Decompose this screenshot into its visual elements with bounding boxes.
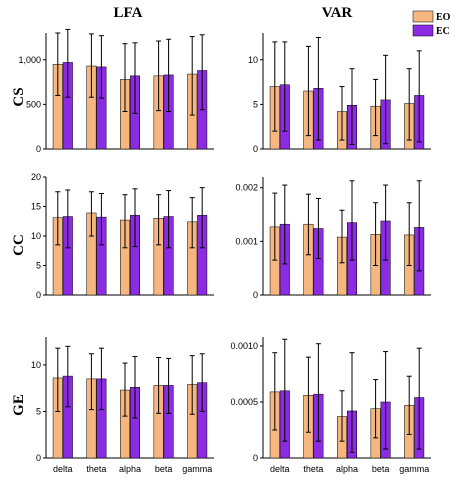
x-tick-label: delta [270, 464, 290, 474]
y-tick-label: 10 [31, 231, 41, 241]
legend-swatch-ec [412, 24, 434, 37]
y-tick-label: 10 [31, 360, 41, 370]
y-tick-label: 500 [26, 99, 41, 109]
row-title-cs: CS [11, 87, 27, 106]
legend-label-ec: EC [436, 26, 450, 37]
y-tick-label: 0 [253, 453, 258, 463]
row-title-cc: CC [11, 234, 27, 256]
panel-ge-var: 0 0.0005 0.0010 delta theta alpha beta gamma [230, 337, 431, 474]
y-tick-label: 0.0010 [230, 341, 258, 351]
row-title-ge: GE [11, 394, 27, 416]
y-tick-label: 10 [248, 55, 258, 65]
panels: 0 500 1,000 0 5 10 0 5 10 15 20 0 0.001 0.002 0 5 10 delt… [18, 28, 431, 474]
x-tick-label: theta [303, 464, 323, 474]
y-tick-label: 0 [36, 453, 41, 463]
y-tick-label: 1,000 [18, 55, 41, 65]
legend-swatch-eo [412, 10, 434, 23]
panel-cs-var: 0 5 10 [248, 33, 431, 154]
panel-cc-var: 0 0.001 0.002 [235, 177, 431, 300]
x-tick-label: theta [86, 464, 106, 474]
y-tick-label: 15 [31, 202, 41, 212]
y-tick-label: 0 [36, 290, 41, 300]
y-tick-label: 0.001 [235, 236, 258, 246]
x-tick-label: delta [53, 464, 73, 474]
legend-label-eo: EO [436, 12, 451, 23]
panel-ge-lfa: 0 5 10 delta theta alpha beta gamma [31, 337, 214, 474]
x-tick-label: alpha [119, 464, 141, 474]
y-tick-label: 5 [36, 406, 41, 416]
column-title-lfa: LFA [114, 5, 143, 21]
x-tick-label: gamma [399, 464, 429, 474]
x-tick-label: alpha [336, 464, 358, 474]
y-tick-label: 5 [253, 99, 258, 109]
column-title-var: VAR [322, 5, 353, 21]
y-tick-label: 5 [36, 261, 41, 271]
y-tick-label: 0 [253, 144, 258, 154]
y-tick-label: 0 [253, 290, 258, 300]
y-tick-label: 0.0005 [230, 397, 258, 407]
panel-cc-lfa: 0 5 10 15 20 [31, 172, 214, 300]
panel-cs-lfa: 0 500 1,000 [18, 28, 214, 154]
y-tick-label: 0 [36, 144, 41, 154]
x-tick-label: gamma [182, 464, 212, 474]
x-tick-label: beta [372, 464, 390, 474]
y-tick-label: 0.002 [235, 183, 258, 193]
y-tick-label: 20 [31, 172, 41, 182]
x-tick-label: beta [155, 464, 173, 474]
legend: EO EC [412, 10, 451, 37]
